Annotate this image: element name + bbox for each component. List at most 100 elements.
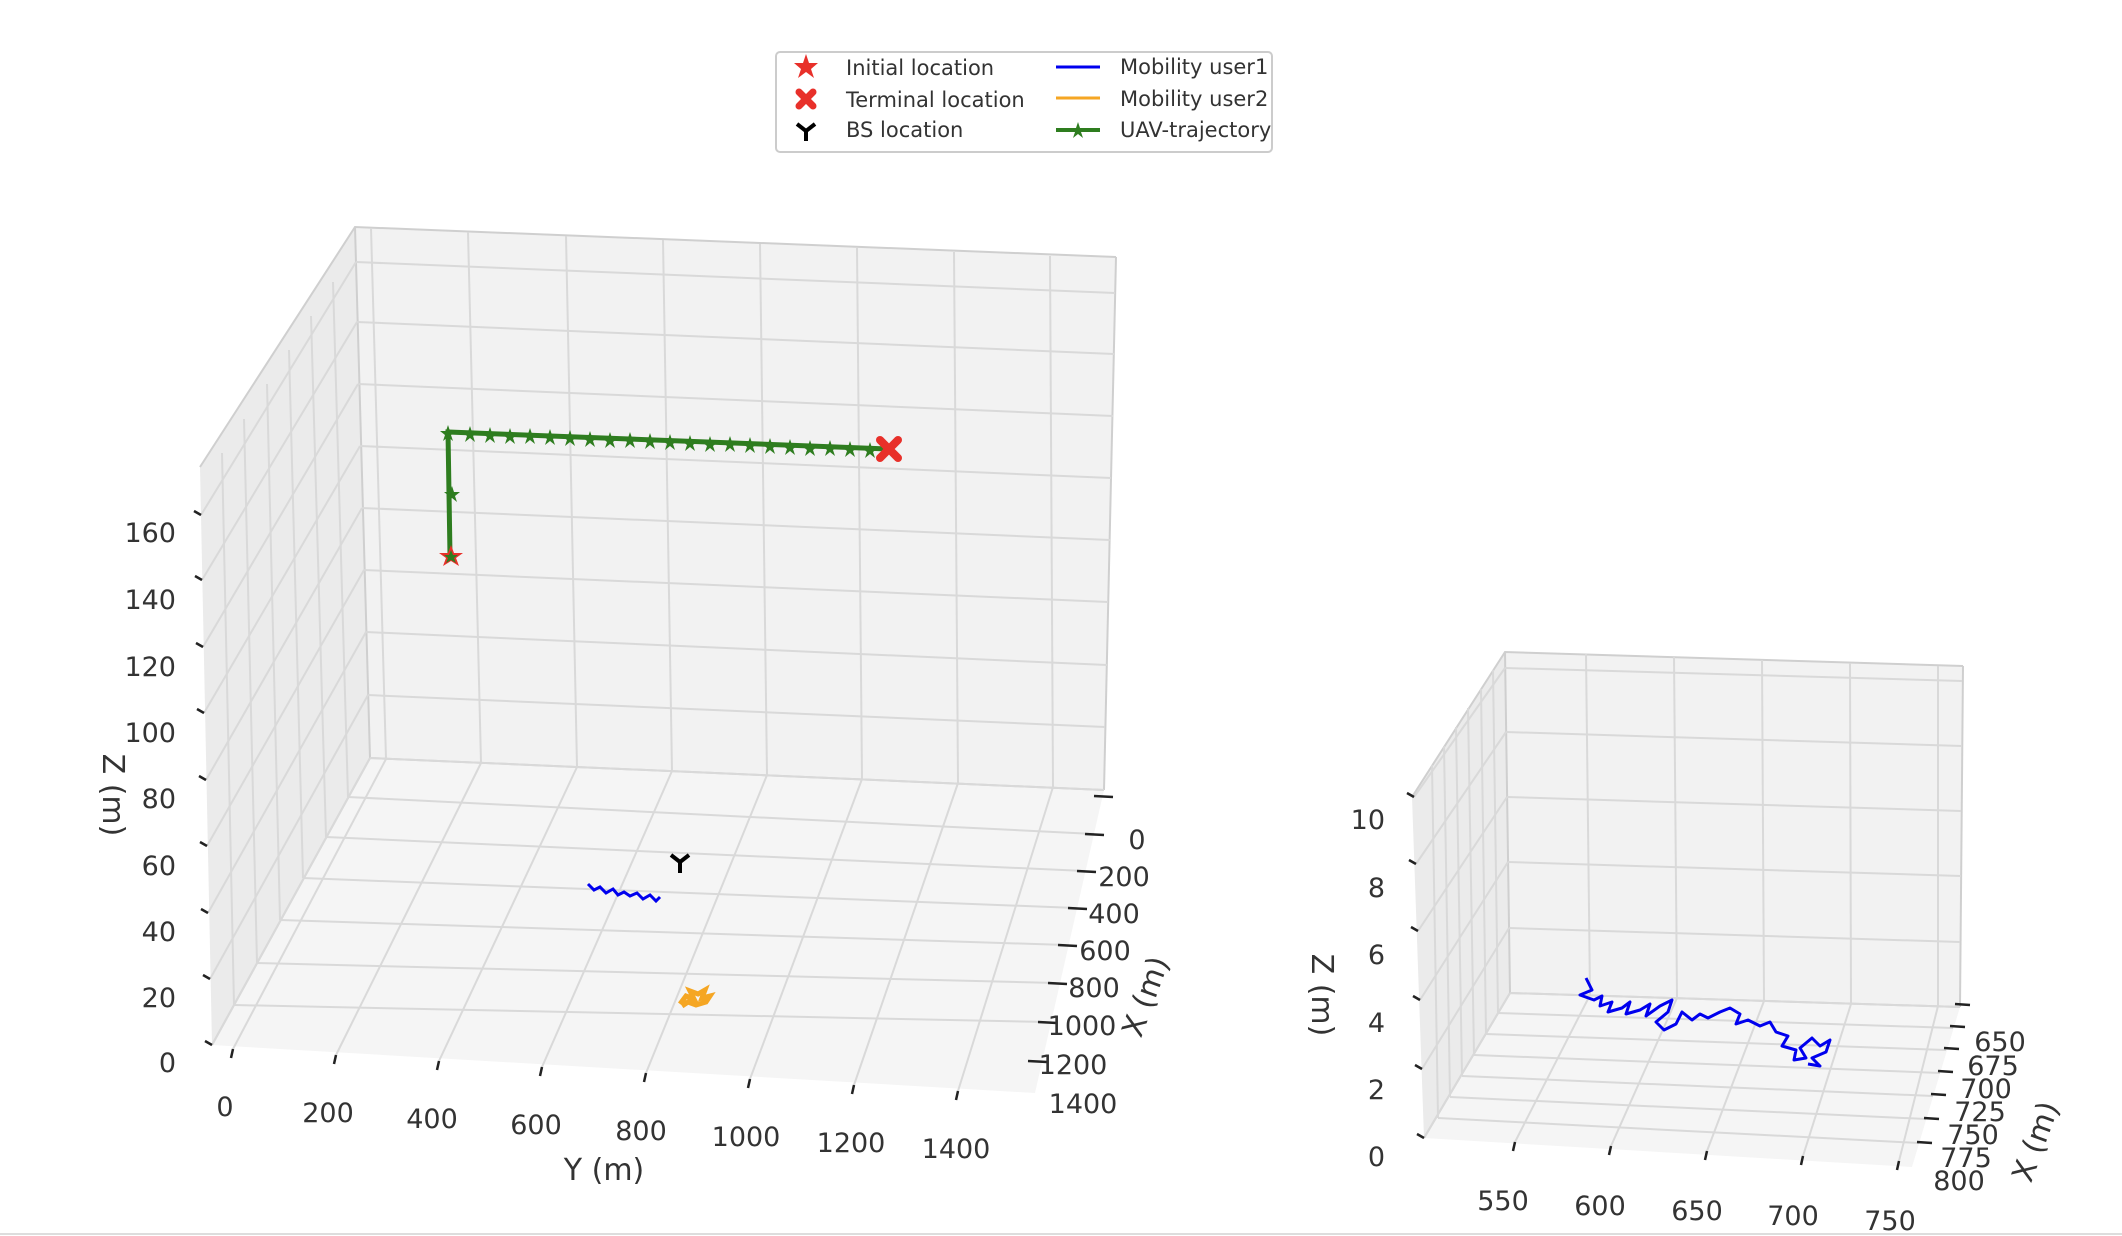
uav-marker <box>622 432 638 448</box>
left-y-tick-1400: 1400 <box>922 1134 991 1165</box>
left-z-tick-60: 60 <box>142 851 176 882</box>
left-y-tick-400: 400 <box>406 1104 458 1135</box>
left-y-tick-200: 200 <box>302 1098 354 1129</box>
left-x-tick-1400: 1400 <box>1049 1089 1118 1120</box>
right-series-user1 <box>1578 977 1832 1068</box>
uav-marker <box>482 427 498 443</box>
uav-marker <box>562 430 578 446</box>
legend-label-uav: UAV-trajectory <box>1120 118 1271 142</box>
left-x-tick-400: 400 <box>1088 899 1140 930</box>
left-y-tick-800: 800 <box>615 1116 667 1147</box>
uav-marker <box>742 437 758 453</box>
uav-marker <box>762 438 778 454</box>
right-z-axis: 0 2 4 6 8 10 Z (m) <box>1304 791 1425 1173</box>
legend: Initial location Terminal location BS lo… <box>775 51 1273 153</box>
left-z-tick-100: 100 <box>124 718 176 749</box>
uav-marker <box>602 432 618 448</box>
left-x-tick-0: 0 <box>1128 825 1145 856</box>
right-x-tick-700: 700 <box>1960 1074 2012 1105</box>
right-z-tick-10: 10 <box>1351 805 1385 836</box>
right-x-tick-775: 775 <box>1940 1143 1992 1174</box>
uav-marker <box>702 436 718 452</box>
left-floor-grid-y <box>232 758 1054 1092</box>
legend-label-bs: BS location <box>846 118 963 142</box>
left-x-tick-600: 600 <box>1079 936 1131 967</box>
left-z-tick-20: 20 <box>142 983 176 1014</box>
legend-label-user2: Mobility user2 <box>1120 87 1268 111</box>
uav-marker <box>440 425 456 441</box>
left-3d-axes: 0 20 40 60 80 100 120 140 160 Z (m) 0 20… <box>95 225 1177 1188</box>
uav-marker <box>862 442 878 458</box>
left-z-tick-120: 120 <box>124 652 176 683</box>
left-z-tick-140: 140 <box>124 585 176 616</box>
right-y-tick-750: 750 <box>1864 1206 1916 1236</box>
uav-marker <box>842 441 858 457</box>
legend-initial-star-marker <box>794 54 818 78</box>
left-z-axis-label: Z (m) <box>95 754 130 837</box>
left-series-bs-marker <box>669 853 691 873</box>
uav-marker <box>822 440 838 456</box>
left-z-tick-0: 0 <box>159 1048 176 1079</box>
left-initial-location-core <box>444 550 458 563</box>
right-3d-axes: 0 2 4 6 8 10 Z (m) 550 600 650 700 750 <box>1304 650 2067 1236</box>
left-y-axis-label: Y (m) <box>563 1153 645 1188</box>
right-x-tick-650: 650 <box>1974 1027 2026 1058</box>
uav-marker <box>642 433 658 449</box>
right-x-tick-675: 675 <box>1967 1051 2019 1082</box>
left-x-tick-200: 200 <box>1098 862 1150 893</box>
left-y-axis: 0 200 400 600 800 1000 1200 1400 Y (m) <box>216 1048 991 1188</box>
left-floor-grid-x <box>233 796 1095 1023</box>
uav-marker <box>462 426 478 442</box>
left-z-tick-160: 160 <box>124 518 176 549</box>
legend-terminal-x-marker <box>795 88 817 110</box>
right-y-tick-650: 650 <box>1671 1196 1723 1227</box>
left-terminal-location-marker <box>876 436 902 462</box>
left-z-axis: 0 20 40 60 80 100 120 140 160 Z (m) <box>95 509 213 1079</box>
uav-marker <box>802 440 818 456</box>
left-y-tick-1200: 1200 <box>817 1128 886 1159</box>
legend-label-terminal: Terminal location <box>845 88 1025 112</box>
right-x-tick-725: 725 <box>1954 1097 2006 1128</box>
left-sidewall-grid-vertical <box>221 281 349 1006</box>
uav-marker <box>722 436 738 452</box>
uav-marker <box>542 429 558 445</box>
uav-marker <box>444 486 460 502</box>
left-backwall-grid-vertical <box>370 227 1054 788</box>
legend-label-initial: Initial location <box>846 56 994 80</box>
left-y-tick-600: 600 <box>510 1110 562 1141</box>
right-y-tick-550: 550 <box>1477 1186 1529 1217</box>
left-back-pane <box>355 227 1116 790</box>
right-z-tick-6: 6 <box>1368 940 1385 971</box>
right-y-tick-700: 700 <box>1767 1201 1819 1232</box>
right-backwall-grid-vertical <box>1585 653 1939 1006</box>
left-series-user1 <box>586 882 662 904</box>
legend-box <box>775 51 1273 153</box>
left-z-tick-80: 80 <box>142 784 176 815</box>
left-x-tick-1000: 1000 <box>1048 1011 1117 1042</box>
right-floor-grid-x <box>1437 1012 1954 1144</box>
uav-marker <box>662 434 678 450</box>
right-x-tick-750: 750 <box>1947 1120 1999 1151</box>
left-sidewall-grid-horizontal <box>200 261 371 1046</box>
uav-marker <box>782 439 798 455</box>
right-z-tick-4: 4 <box>1368 1008 1385 1039</box>
right-sidewall-grid-vertical <box>1431 669 1499 1119</box>
uav-marker <box>522 428 538 444</box>
uav-marker <box>582 431 598 447</box>
left-uav-star-markers <box>440 425 878 502</box>
left-x-tick-800: 800 <box>1068 973 1120 1004</box>
uav-marker <box>682 435 698 451</box>
left-backwall-grid-horizontal <box>355 261 1116 791</box>
right-x-tick-800: 800 <box>1933 1166 1985 1197</box>
left-y-tick-1000: 1000 <box>712 1122 781 1153</box>
right-z-axis-label: Z (m) <box>1304 954 1339 1037</box>
left-series-user2 <box>678 984 716 1009</box>
legend-bs-marker <box>795 122 817 141</box>
uav-marker <box>502 428 518 444</box>
right-z-tick-8: 8 <box>1368 873 1385 904</box>
right-z-tick-2: 2 <box>1368 1075 1385 1106</box>
right-back-pane <box>1505 652 1963 1007</box>
left-z-tick-40: 40 <box>142 917 176 948</box>
right-x-axis-label: X (m) <box>2005 1097 2066 1187</box>
